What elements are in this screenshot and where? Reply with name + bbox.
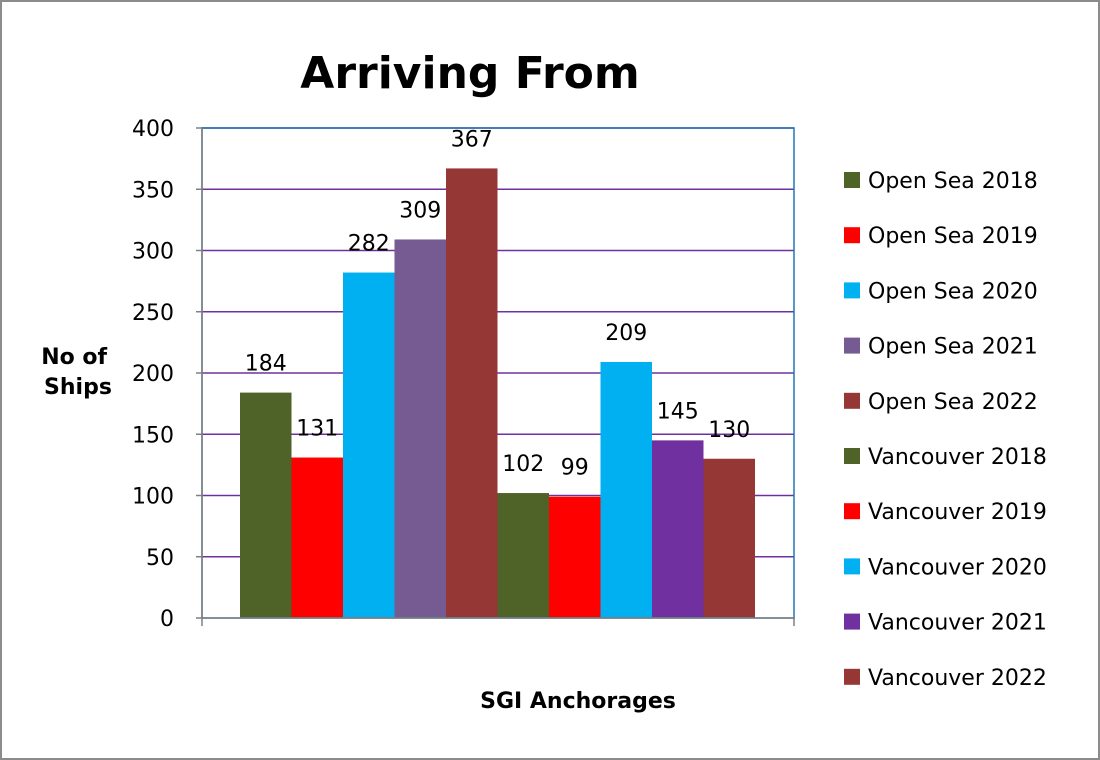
legend-swatch [844,448,860,464]
bar [652,440,704,618]
bar [703,458,755,618]
bar [240,392,292,618]
legend-label: Open Sea 2022 [868,390,1038,415]
y-tick-label: 300 [132,240,174,265]
x-axis-label: SGI Anchorages [480,689,676,714]
chart-title: Arriving From [300,48,639,99]
legend-swatch [844,227,860,244]
y-tick-label: 150 [132,423,174,448]
y-tick-label: 350 [132,178,174,203]
legend: Open Sea 2018 Open Sea 2019 Open Sea 2020 O… [844,169,1047,691]
data-label: 184 [245,352,287,377]
bar [446,168,498,619]
bar [343,272,395,618]
data-label: 131 [296,417,338,442]
legend-label: Open Sea 2019 [868,224,1038,249]
legend-swatch [844,558,860,575]
bar [600,361,652,618]
legend-swatch [844,392,860,409]
legend-label: Vancouver 2019 [868,500,1047,525]
bar [549,496,601,618]
y-tick-label: 200 [132,362,174,387]
legend-swatch [844,282,860,299]
y-tick-label: 0 [160,607,174,632]
legend-swatch [844,337,860,354]
legend-swatch [844,613,860,630]
y-axis-label-line-2: Ships [44,375,112,400]
y-tick-label: 400 [132,117,174,142]
y-tick-label: 50 [146,546,174,571]
legend-label: Vancouver 2021 [868,611,1047,636]
bar [291,457,343,618]
legend-label: Open Sea 2021 [868,335,1038,360]
legend-label: Vancouver 2022 [868,666,1047,691]
y-axis-label: No of Ships [41,345,115,400]
y-axis-ticks: 0 50 100 150 200 250 300 350 400 [132,117,795,632]
legend-swatch [844,172,860,188]
data-label: 130 [708,418,750,443]
data-label: 282 [348,232,390,257]
legend-label: Open Sea 2020 [868,279,1038,304]
legend-swatch [844,668,860,685]
data-label: 145 [657,399,699,424]
bar [394,239,446,618]
legend-swatch [844,503,860,520]
data-labels: 184 131 282 309 367 102 99 209 145 130 [245,127,751,480]
legend-label: Vancouver 2018 [868,445,1047,470]
y-tick-label: 250 [132,301,174,326]
data-label: 99 [561,456,589,481]
data-label: 367 [451,127,493,152]
legend-label: Open Sea 2018 [868,169,1038,194]
data-label: 209 [605,321,647,346]
data-label: 309 [399,198,441,223]
bar [497,493,549,618]
legend-label: Vancouver 2020 [868,555,1047,580]
y-tick-label: 100 [132,485,174,510]
y-axis-label-line-1: No of [41,345,107,370]
data-label: 102 [502,452,544,477]
bars [240,168,755,619]
